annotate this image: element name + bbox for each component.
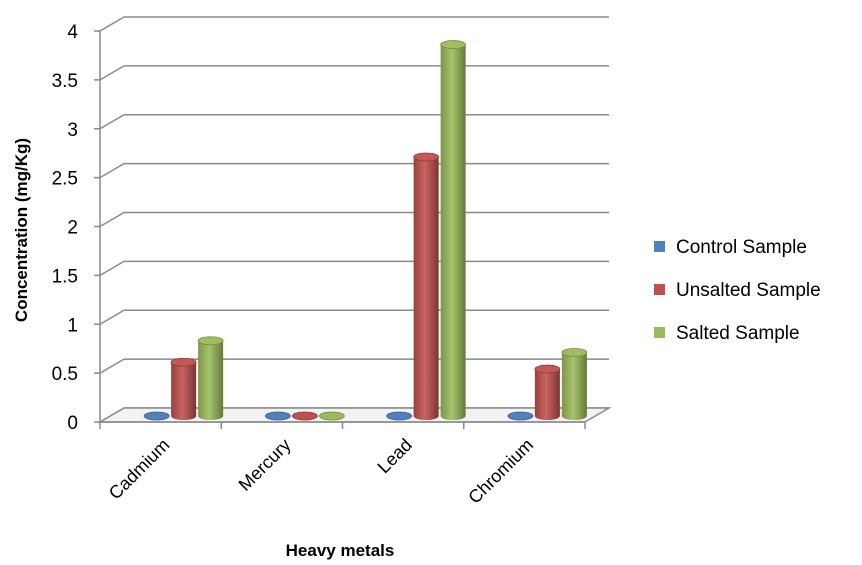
x-category-label: Cadmium [105,435,174,504]
bar [319,412,344,420]
legend-entry: Unsalted Sample [676,280,821,301]
legend-entry: Salted Sample [676,323,800,344]
bar [414,153,439,420]
y-tick-labels: 0 0.5 1 1.5 2 2.5 3 3.5 4 [52,22,79,434]
y-tick-label: 2 [67,218,78,239]
legend-swatch [654,284,665,295]
bar [562,348,587,420]
y-tick-label: 0.5 [52,364,78,385]
bar [171,358,196,420]
bar [144,412,169,420]
y-axis-title: Concentration (mg/Kg) [12,138,31,322]
legend-swatch [654,327,665,338]
y-tick-label: 0 [67,413,78,434]
bar [508,412,533,420]
x-category-label: Chromium [464,435,537,508]
x-category-label: Lead [373,435,415,477]
bar [441,41,466,420]
x-axis-title: Heavy metals [286,541,395,560]
legend-entry: Control Sample [676,237,807,258]
bar [292,412,317,420]
legend: Control Sample Unsalted Sample Salted Sam… [654,237,821,344]
chart-bars [144,41,587,420]
bar [387,412,412,420]
y-tick-label: 1 [67,315,78,336]
legend-swatch [654,241,665,252]
bar [265,412,290,420]
y-tick-label: 3 [67,120,78,141]
bar [535,365,560,420]
x-category-label: Mercury [235,435,295,495]
bar [198,337,223,420]
y-tick-label: 4 [67,22,78,43]
x-category-labels: Cadmium Mercury Lead Chromium [105,435,537,508]
y-tick-label: 3.5 [52,71,78,92]
y-tick-label: 1.5 [52,266,78,287]
y-tick-label: 2.5 [52,169,78,190]
